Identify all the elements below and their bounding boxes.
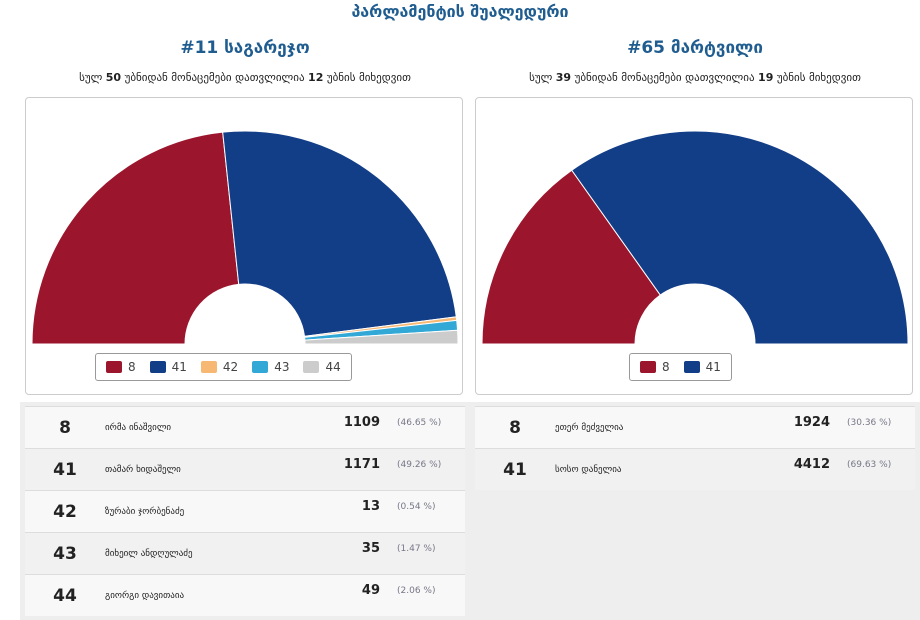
candidate-number: 42 (53, 501, 77, 522)
chart-slice-44[interactable] (304, 329, 459, 345)
vote-count: 1109 (343, 415, 380, 430)
candidate-name: გიორგი დავითაია (105, 590, 185, 601)
legend-item[interactable]: 41 (149, 360, 187, 374)
page-title: პარლამენტის შუალედური (351, 2, 569, 21)
vote-count: 35 (361, 541, 380, 556)
vote-count: 13 (361, 499, 380, 514)
vote-count: 1171 (343, 457, 380, 472)
legend-label: 41 (705, 360, 721, 374)
legend-swatch (683, 361, 700, 373)
chart-slice-41[interactable] (571, 130, 909, 345)
legend-label: 8 (662, 360, 670, 374)
table-row: 43 მიხეილ ანდღულაძე 35 (1.47 %) (25, 532, 465, 574)
legend-item[interactable]: 44 (303, 360, 341, 374)
legend-label: 44 (325, 360, 341, 374)
chart-legend: 8 41 (629, 353, 732, 381)
table-row: 41 სოსო დანელია 4412 (69.63 %) (475, 448, 915, 490)
legend-item[interactable]: 41 (683, 360, 721, 374)
chart-slice-8[interactable] (481, 169, 661, 345)
candidate-name: ზურაბი ჯორბენაძე (105, 506, 185, 517)
semicircle-chart (31, 130, 459, 345)
candidate-name: ირმა ინაშვილი (105, 422, 172, 433)
legend-item[interactable]: 42 (200, 360, 239, 374)
candidate-name: თამარ ხიდაშელი (105, 464, 181, 475)
table-row: 8 ეთერ მეძველია 1924 (30.36 %) (475, 406, 915, 448)
candidate-number: 41 (503, 459, 527, 480)
legend-item[interactable]: 43 (252, 360, 289, 374)
legend-swatch (640, 361, 656, 373)
vote-percent: (46.65 %) (397, 418, 442, 428)
table-row: 42 ზურაბი ჯორბენაძე 13 (0.54 %) (25, 490, 465, 532)
legend-label: 43 (274, 360, 290, 374)
legend-label: 42 (222, 360, 239, 374)
counting-status: სულ 50 უბნიდან მონაცემები დათვლილია 12 უ… (79, 71, 411, 84)
vote-percent: (0.54 %) (397, 502, 436, 512)
legend-item[interactable]: 8 (640, 360, 670, 374)
table-row: 41 თამარ ხიდაშელი 1171 (49.26 %) (25, 448, 465, 490)
candidate-number: 41 (53, 459, 77, 480)
legend-label: 8 (128, 360, 136, 374)
candidate-number: 8 (509, 417, 521, 438)
vote-percent: (49.26 %) (397, 460, 442, 470)
legend-swatch (149, 361, 166, 373)
results-chart: 8 41 42 43 44 (25, 97, 463, 395)
legend-swatch (200, 361, 217, 373)
vote-percent: (2.06 %) (397, 586, 436, 596)
results-table: 8 ირმა ინაშვილი 1109 (46.65 %) 41 თამარ … (20, 402, 470, 620)
district-heading: #65 მარტვილი (627, 38, 763, 58)
district-heading: #11 საგარეჯო (180, 38, 310, 58)
legend-swatch (106, 361, 122, 373)
legend-swatch (303, 361, 320, 373)
chart-slice-8[interactable] (31, 131, 240, 345)
candidate-name: სოსო დანელია (555, 464, 622, 475)
candidate-number: 43 (53, 543, 77, 564)
vote-percent: (69.63 %) (847, 460, 892, 470)
counting-status: სულ 39 უბნიდან მონაცემები დათვლილია 19 უ… (529, 71, 861, 84)
candidate-number: 8 (59, 417, 71, 438)
table-row: 44 გიორგი დავითაია 49 (2.06 %) (25, 574, 465, 616)
table-row: 8 ირმა ინაშვილი 1109 (46.65 %) (25, 406, 465, 448)
vote-percent: (1.47 %) (397, 544, 436, 554)
legend-item[interactable]: 8 (106, 360, 136, 374)
vote-count: 49 (361, 583, 380, 598)
legend-swatch (252, 361, 269, 373)
candidate-name: მიხეილ ანდღულაძე (105, 548, 193, 559)
results-chart: 8 41 (475, 97, 913, 395)
vote-percent: (30.36 %) (847, 418, 892, 428)
candidate-name: ეთერ მეძველია (555, 422, 624, 433)
legend-label: 41 (171, 360, 187, 374)
candidate-number: 44 (53, 585, 77, 606)
results-table: 8 ეთერ მეძველია 1924 (30.36 %) 41 სოსო დ… (470, 402, 920, 620)
vote-count: 1924 (793, 415, 830, 430)
semicircle-chart (481, 130, 909, 345)
vote-count: 4412 (793, 457, 830, 472)
chart-slice-41[interactable] (222, 130, 457, 337)
chart-legend: 8 41 42 43 44 (95, 353, 352, 381)
